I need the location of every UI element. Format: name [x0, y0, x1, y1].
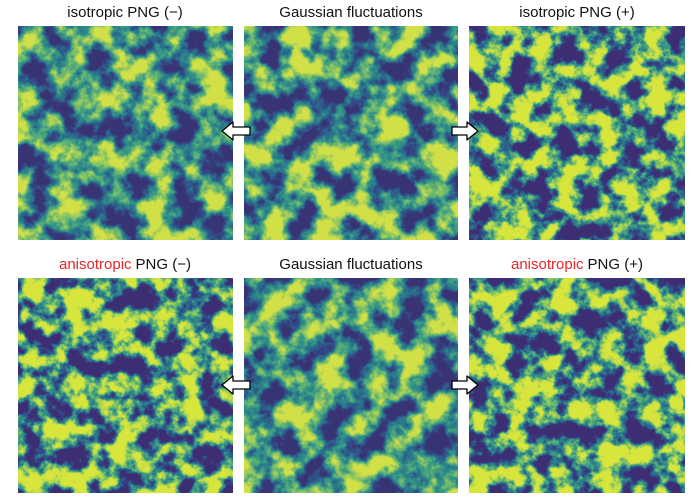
field-map [244, 26, 458, 240]
field-map [18, 278, 233, 493]
title-text: Gaussian fluctuations [279, 256, 422, 273]
title-text: isotropic PNG (−) [67, 4, 182, 21]
field-map [469, 278, 685, 493]
arrow-right [451, 375, 479, 395]
panel-title: Gaussian fluctuations [279, 4, 422, 21]
arrow-left [221, 121, 251, 141]
title-text: PNG (+) [588, 256, 643, 273]
field-map [244, 278, 458, 493]
title-text: Gaussian fluctuations [279, 4, 422, 21]
title-text: PNG (−) [136, 256, 191, 273]
panel [18, 26, 685, 493]
arrow-left [221, 375, 251, 395]
panel-title: anisotropic PNG (+) [511, 256, 643, 273]
panel-title: Gaussian fluctuations [279, 256, 422, 273]
field-map [469, 26, 685, 240]
title-highlight: anisotropic [511, 256, 584, 273]
arrow-right [451, 121, 479, 141]
title-text: isotropic PNG (+) [519, 4, 634, 21]
title-highlight: anisotropic [59, 256, 132, 273]
panel-title: isotropic PNG (+) [519, 4, 634, 21]
panel-title: isotropic PNG (−) [67, 4, 182, 21]
field-map [18, 26, 233, 240]
panel-title: anisotropic PNG (−) [59, 256, 191, 273]
